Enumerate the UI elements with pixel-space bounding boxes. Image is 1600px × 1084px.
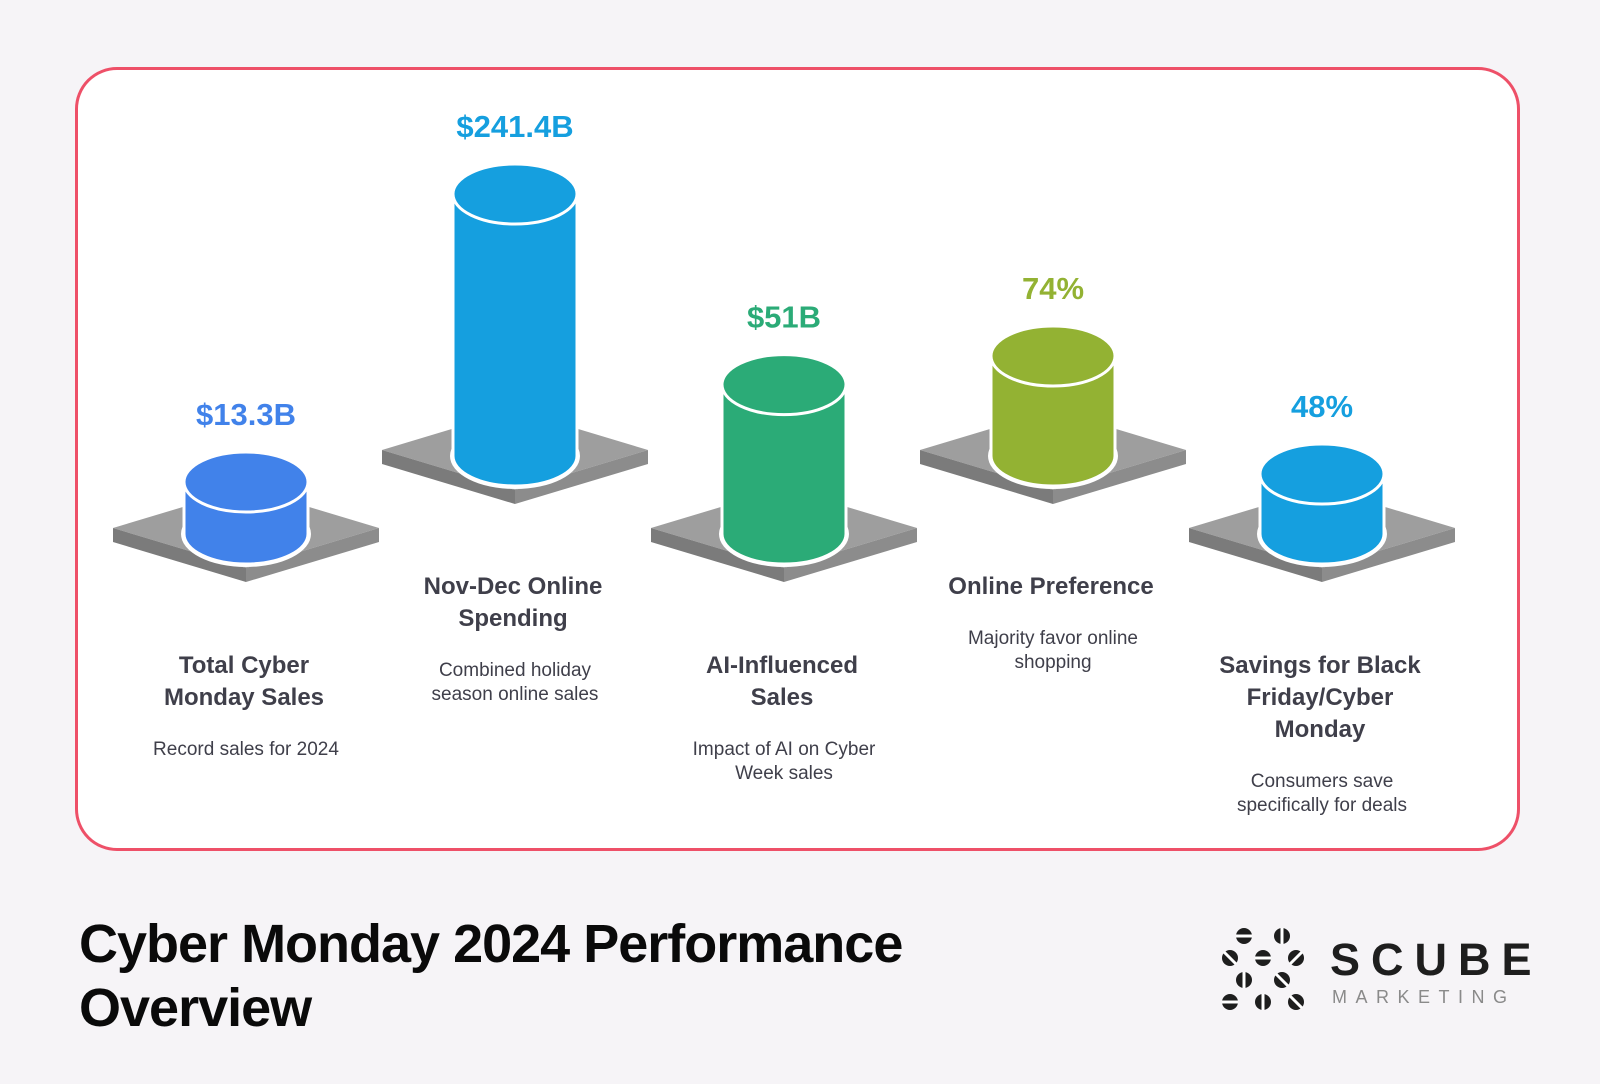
brand-name: SCUBE: [1330, 934, 1543, 985]
description-line: specifically for deals: [1237, 795, 1407, 816]
description-line: Combined holiday: [439, 660, 592, 681]
value-label-online-preference: 74%: [1022, 271, 1084, 306]
description-line: Record sales for 2024: [153, 739, 339, 760]
platform-left: [651, 528, 784, 582]
bar-top-online-preference: [989, 324, 1117, 388]
bar-group-total-cyber-monday-sales: $13.3B Total Cyber Monday Sales Record sale…: [113, 397, 379, 760]
platform-right: [515, 450, 648, 504]
bar-top-total-cyber-monday-sales: [182, 450, 310, 514]
value-label-total-cyber-monday-sales: $13.3B: [196, 397, 296, 432]
category-label-line: Monday Sales: [164, 684, 324, 711]
bar-body-online-preference: [989, 354, 1117, 488]
platform-right: [1053, 450, 1186, 504]
bar-top-savings-for-black-friday-cyber-monday: [1258, 442, 1386, 506]
category-label-line: Online Preference: [948, 573, 1153, 600]
chart-card: $13.3B Total Cyber Monday Sales Record sale…: [75, 67, 1520, 851]
platform-left: [1189, 528, 1322, 582]
value-label-nov-dec-online-spending: $241.4B: [456, 109, 573, 144]
bar-body-ai-influenced-sales: [720, 383, 848, 566]
description-line: season online sales: [432, 684, 599, 705]
brand-logo: SCUBE MARKETING: [1222, 926, 1532, 1016]
chart-svg: $13.3B Total Cyber Monday Sales Record sale…: [113, 109, 1455, 816]
description-line: Week sales: [735, 763, 833, 784]
platform-left: [920, 450, 1053, 504]
platform-left: [382, 450, 515, 504]
value-label-savings-for-black-friday-cyber-monday: 48%: [1291, 389, 1353, 424]
description-line: Majority favor online: [968, 628, 1138, 649]
category-label-line: Sales: [751, 684, 814, 711]
category-label-line: Nov-Dec Online: [424, 573, 603, 600]
bar-group-savings-for-black-friday-cyber-monday: 48% Savings for Black Friday/Cyber Monday Co…: [1189, 389, 1455, 816]
category-label-line: AI-Influenced: [706, 652, 858, 679]
description-line: Impact of AI on Cyber: [693, 739, 876, 760]
platform-right: [784, 528, 917, 582]
category-label-line: Savings for Black: [1219, 652, 1421, 679]
platform-left: [113, 528, 246, 582]
category-label-line: Spending: [458, 605, 567, 632]
platform-right: [246, 528, 379, 582]
category-label-line: Monday: [1275, 716, 1366, 743]
description-line: shopping: [1014, 652, 1091, 673]
category-label-line: Total Cyber: [179, 652, 309, 679]
bar-top-nov-dec-online-spending: [451, 162, 579, 226]
platform-right: [1322, 528, 1455, 582]
bar-group-nov-dec-online-spending: $241.4B Nov-Dec Online Spending Combined ho…: [382, 109, 648, 705]
scube-logo-icon: [1222, 928, 1304, 1010]
category-label-line: Friday/Cyber: [1247, 684, 1394, 711]
brand-subtitle: MARKETING: [1332, 987, 1516, 1007]
bar-group-ai-influenced-sales: $51B AI-Influenced Sales Impact of AI on Cy…: [651, 300, 917, 784]
page-title: Cyber Monday 2024 Performance Overview: [79, 914, 903, 1038]
bar-body-nov-dec-online-spending: [451, 192, 579, 488]
bar-group-online-preference: 74% Online Preference Majority favor onlin…: [920, 271, 1186, 673]
bar-top-ai-influenced-sales: [720, 353, 848, 417]
description-line: Consumers save: [1251, 771, 1394, 792]
value-label-ai-influenced-sales: $51B: [747, 300, 821, 335]
